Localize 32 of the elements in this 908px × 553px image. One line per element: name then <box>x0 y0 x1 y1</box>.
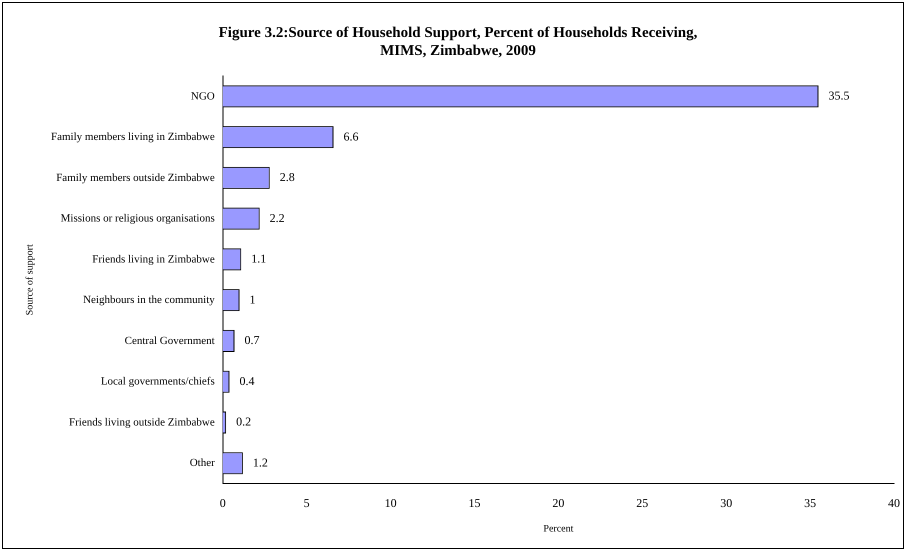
data-label: 1.1 <box>251 252 266 266</box>
x-tick-label: 10 <box>384 496 397 510</box>
data-label: 1.2 <box>252 455 268 470</box>
x-tick-label: 25 <box>636 496 648 510</box>
x-tick-label: 35 <box>804 496 816 510</box>
chart-title: Figure 3.2:Source of Household Support, Percent of Households Receiving, MIMS, Zimbabwe, 2009 <box>218 24 698 59</box>
y-tick-label: Local governments/chiefs <box>100 376 215 388</box>
data-label: 0.7 <box>244 333 260 348</box>
data-label: 2.8 <box>280 170 295 184</box>
x-tick-label: 0 <box>220 496 226 510</box>
y-tick-label: Central Government <box>124 334 215 347</box>
x-tick-label: 40 <box>888 496 900 510</box>
data-label: 0.2 <box>236 414 252 429</box>
data-label: 35.5 <box>828 88 850 103</box>
x-tick-label: 15 <box>468 496 480 510</box>
x-tick-label: 20 <box>552 496 564 510</box>
y-tick-label: Missions or religious organisations <box>60 212 215 225</box>
data-label: 0.4 <box>239 374 254 388</box>
y-tick-label: Friends living outside Zimbabwe <box>69 416 215 428</box>
y-tick-label: Other <box>190 457 216 470</box>
y-tick-label: Friends living in Zimbabwe <box>92 253 215 266</box>
x-tick-label: 5 <box>304 496 310 510</box>
y-tick-label: Family members living in Zimbabwe <box>50 131 215 144</box>
data-label: 6.6 <box>344 129 359 144</box>
y-axis-title: Source of support <box>24 244 36 316</box>
y-tick-label: Family members outside Zimbabwe <box>56 172 215 184</box>
y-tick-label: NGO <box>190 90 215 102</box>
data-label: 2.2 <box>270 210 285 225</box>
x-tick-label: 30 <box>720 496 732 510</box>
x-axis-title: Percent <box>543 524 574 535</box>
y-tick-label: Neighbours in the community <box>83 294 216 306</box>
data-label: 1 <box>250 292 256 306</box>
